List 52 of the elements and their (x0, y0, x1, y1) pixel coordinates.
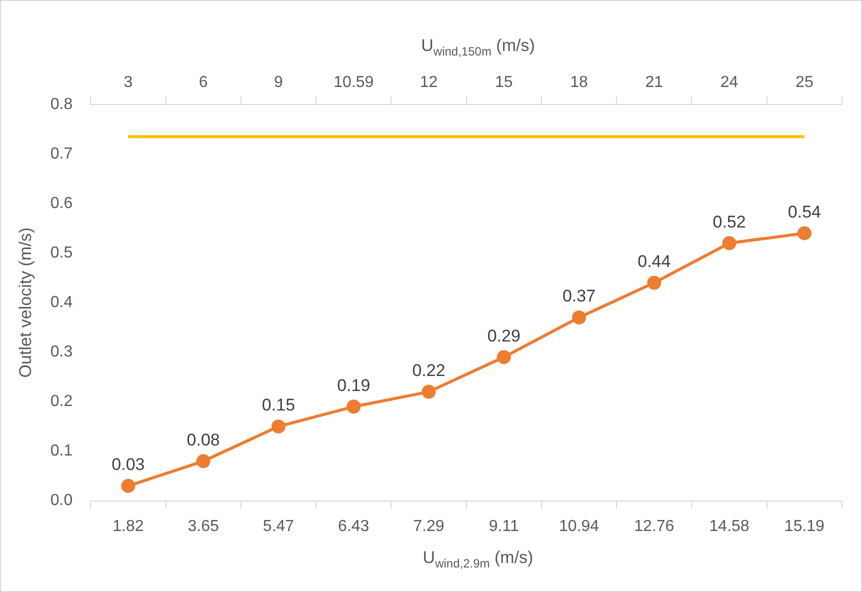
point (572, 310, 586, 324)
y-tick-label: 0.3 (50, 344, 73, 361)
data-label: 0.44 (638, 252, 671, 271)
y-tick-label: 0.0 (50, 492, 73, 510)
x-tick-label: 9.11 (488, 518, 519, 535)
data-label: 0.52 (712, 212, 746, 232)
text: 10.59 (334, 74, 374, 91)
x-axis-title: U$_{wind,2.9m}$ (m/s) (422, 548, 534, 570)
point (496, 350, 511, 364)
x2-axis-title: U$_{wind,150m}$ (m/s) (421, 36, 535, 58)
text: 25 (796, 74, 814, 91)
point (422, 384, 436, 399)
x-tick-label: 1.82 (112, 518, 144, 535)
data-label: 0.37 (562, 286, 596, 306)
x-tick-label: 5.47 (262, 518, 294, 535)
x-tick-label: 10.94 (559, 518, 600, 535)
x-tick-label: 7.29 (413, 518, 444, 535)
x-tick-label: 3.65 (188, 518, 220, 535)
x-tick-label: 6.43 (338, 518, 370, 535)
point (346, 400, 361, 414)
data-label: 0.03 (112, 455, 145, 474)
data-label: 0.08 (186, 430, 220, 450)
y-tick-label: 0.2 (50, 393, 73, 410)
text: 3 (124, 74, 133, 91)
point (196, 454, 210, 468)
point (121, 478, 136, 493)
point (647, 276, 662, 290)
data-label: 0.54 (788, 202, 821, 222)
text: 21 (645, 74, 664, 91)
data-label: 0.22 (412, 360, 446, 380)
y-tick-label: 0.4 (50, 294, 73, 312)
point (797, 226, 812, 240)
text: 15 (494, 74, 513, 91)
text: 6 (198, 74, 208, 91)
x-tick-label: 15.19 (784, 518, 825, 535)
data-label: 0.19 (337, 376, 370, 395)
data-label: 0.29 (487, 326, 520, 346)
point (271, 419, 286, 434)
y-tick-label: 0.7 (50, 145, 73, 162)
point (722, 236, 736, 250)
text: 18 (570, 74, 588, 91)
text: 12 (420, 74, 438, 91)
data-label: 0.15 (262, 396, 296, 415)
y-tick-label: 0.5 (50, 244, 73, 262)
x-tick-label: 12.76 (634, 518, 674, 535)
x-tick-label: 14.58 (709, 518, 750, 535)
y-tick-label: 0.1 (50, 442, 73, 460)
y-axis-title: Outlet velocity (m/s) (16, 228, 35, 378)
y-tick-label: 0.8 (50, 96, 73, 113)
text: 9 (274, 74, 284, 91)
y-tick-label: 0.6 (50, 194, 73, 212)
text: 24 (720, 74, 738, 91)
